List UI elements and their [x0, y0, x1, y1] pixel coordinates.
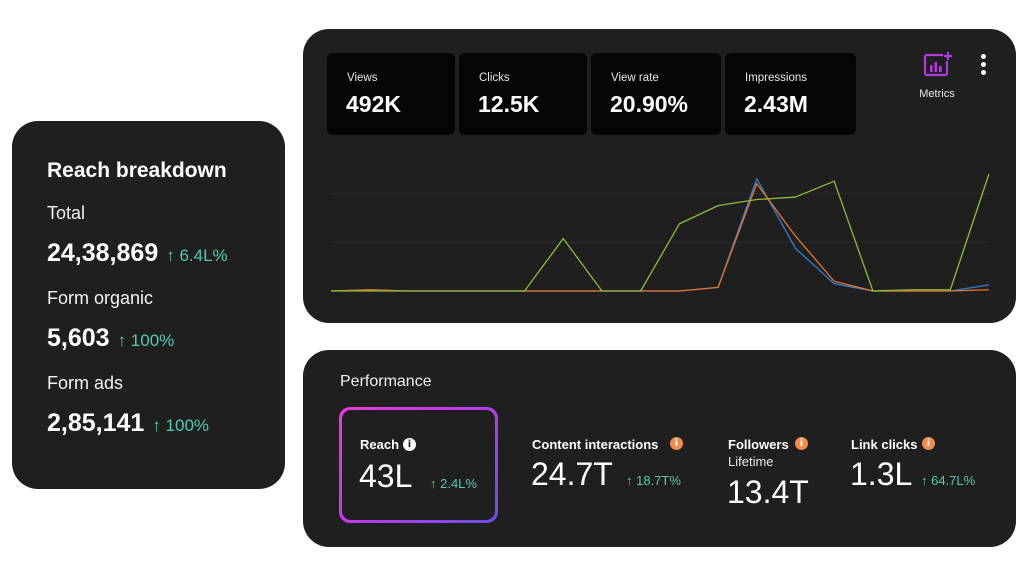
performance-card: Performance Reach i 43L ↑ 2.4L% Content … [303, 350, 1016, 547]
link-clicks-value: 1.3L [850, 456, 913, 492]
analytics-chart-card: Views 492K Clicks 12.5K View rate 20.90%… [303, 29, 1016, 323]
metrics-label: Metrics [919, 88, 955, 100]
form-organic-label: Form organic [47, 288, 154, 308]
stat-tile-clicks[interactable]: Clicks 12.5K [459, 53, 587, 135]
content-interactions-label: Content interactions [532, 437, 659, 452]
stat-label-clicks: Clicks [479, 72, 510, 84]
stat-value-clicks: 12.5K [478, 91, 540, 117]
total-label: Total [47, 203, 86, 223]
stat-value-impressions: 2.43M [744, 91, 808, 117]
content-interactions-change: ↑ 18.7T% [626, 473, 681, 488]
stat-tile-impressions[interactable]: Impressions 2.43M [725, 53, 856, 135]
total-row: 24,38,869 ↑ 6.4L% [47, 239, 228, 268]
stat-label-impressions: Impressions [745, 72, 807, 84]
link-clicks-label: Link clicks [851, 437, 918, 452]
reach-change: ↑ 2.4L% [430, 476, 477, 491]
line-chart [330, 173, 990, 292]
more-vertical-icon [981, 54, 986, 59]
total-change: ↑ 6.4L% [166, 246, 228, 265]
followers-label: Followers [728, 437, 789, 452]
performance-title: Performance [340, 373, 432, 390]
link-clicks-change: ↑ 64.7L% [921, 473, 976, 488]
more-options-button[interactable] [974, 51, 994, 77]
stat-label-views: Views [347, 72, 378, 84]
form-ads-value: 2,85,141 [47, 409, 145, 437]
followers-sub: Lifetime [728, 454, 774, 469]
total-value: 24,38,869 [47, 239, 159, 267]
info-icon[interactable]: i [795, 437, 808, 450]
info-icon[interactable]: i [922, 437, 935, 450]
form-organic-value: 5,603 [47, 324, 110, 352]
chart-add-icon [923, 51, 953, 77]
more-dot [981, 70, 986, 75]
reach-label: Reach [360, 437, 400, 452]
stat-value-views: 492K [346, 91, 401, 117]
form-organic-row: 5,603 ↑ 100% [47, 324, 174, 353]
series-line-0 [330, 178, 990, 292]
form-ads-change: ↑ 100% [152, 416, 210, 435]
stat-tile-view-rate[interactable]: View rate 20.90% [591, 53, 721, 135]
reach-value: 43L [359, 458, 413, 494]
followers-value: 13.4T [727, 474, 809, 510]
reach-breakdown-title: Reach breakdown [47, 159, 227, 182]
form-ads-row: 2,85,141 ↑ 100% [47, 409, 209, 438]
stat-label-view-rate: View rate [611, 72, 659, 84]
stat-value-view-rate: 20.90% [610, 91, 689, 117]
series-line-1 [330, 182, 990, 292]
info-icon[interactable]: i [403, 438, 416, 451]
form-ads-label: Form ads [47, 373, 124, 393]
series-line-2 [331, 173, 990, 292]
reach-breakdown-card: Reach breakdown Total 24,38,869 ↑ 6.4L% … [12, 121, 285, 489]
metrics-button[interactable]: Metrics [910, 51, 964, 101]
stat-tile-views[interactable]: Views 492K [327, 53, 455, 135]
reach-metric-card[interactable]: Reach i 43L ↑ 2.4L% [339, 407, 498, 523]
info-icon[interactable]: i [670, 437, 683, 450]
content-interactions-value: 24.7T [531, 456, 613, 492]
more-dot [981, 62, 986, 67]
form-organic-change: ↑ 100% [117, 331, 175, 350]
